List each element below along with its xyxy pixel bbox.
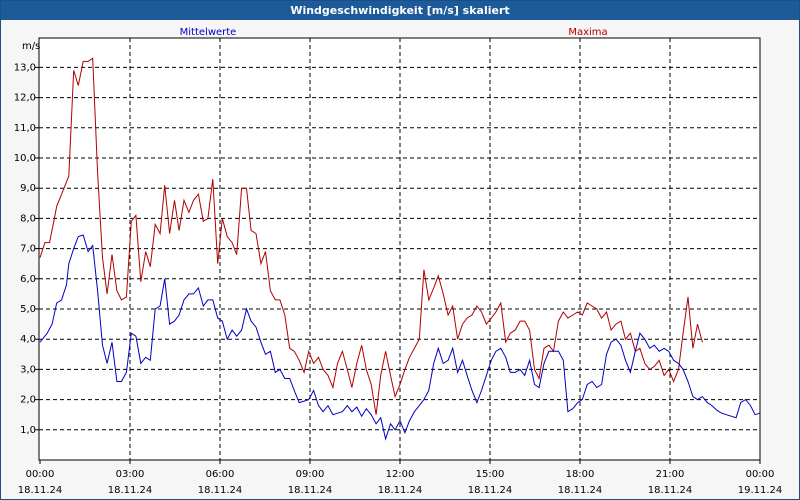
x-tick-date: 19.11.24 bbox=[738, 485, 783, 496]
y-axis: 1,0 2,0 3,0 4,0 5,0 6,0 7,0 8,0 9,0 10,0 11,0 12,0 1… bbox=[14, 62, 39, 436]
x-tick-time: 03:00 bbox=[116, 469, 145, 480]
series-line-mittelwerte bbox=[39, 234, 761, 441]
y-tick-label: 3,0 bbox=[20, 364, 36, 375]
y-tick-label: 2,0 bbox=[20, 395, 36, 406]
legend-maxima: Maxima bbox=[568, 27, 607, 38]
x-tick-date: 18.11.24 bbox=[288, 485, 333, 496]
x-tick-time: 21:00 bbox=[656, 469, 685, 480]
x-tick-date: 18.11.24 bbox=[468, 485, 513, 496]
y-tick-label: 1,0 bbox=[20, 425, 36, 436]
y-tick-label: 10,0 bbox=[14, 153, 36, 164]
x-tick-time: 06:00 bbox=[206, 469, 235, 480]
chart-title: Windgeschwindigkeit [m/s] skaliert bbox=[1, 1, 799, 20]
x-tick-date: 18.11.24 bbox=[378, 485, 423, 496]
y-tick-label: 8,0 bbox=[20, 213, 36, 224]
series-line-maxima bbox=[39, 57, 703, 415]
y-tick-label: 7,0 bbox=[20, 244, 36, 255]
x-tick-time: 00:00 bbox=[26, 469, 55, 480]
y-tick-label: 11,0 bbox=[14, 123, 36, 134]
y-axis-unit: m/s bbox=[22, 41, 40, 52]
x-tick-date: 18.11.24 bbox=[108, 485, 153, 496]
x-tick-time: 18:00 bbox=[566, 469, 595, 480]
x-tick-time: 15:00 bbox=[476, 469, 505, 480]
y-tick-label: 4,0 bbox=[20, 334, 36, 345]
x-tick-date: 18.11.24 bbox=[648, 485, 693, 496]
series-lines bbox=[39, 57, 761, 441]
y-tick-label: 5,0 bbox=[20, 304, 36, 315]
grid-lines bbox=[39, 38, 760, 460]
x-tick-time: 09:00 bbox=[296, 469, 325, 480]
y-tick-label: 13,0 bbox=[14, 62, 36, 73]
x-axis: 00:00 18.11.24 03:00 18.11.24 06:00 18.11.24 0… bbox=[18, 460, 783, 496]
y-tick-label: 6,0 bbox=[20, 274, 36, 285]
x-tick-date: 18.11.24 bbox=[198, 485, 243, 496]
x-tick-date: 18.11.24 bbox=[18, 485, 63, 496]
x-tick-date: 18.11.24 bbox=[558, 485, 603, 496]
x-tick-time: 12:00 bbox=[386, 469, 415, 480]
y-tick-label: 9,0 bbox=[20, 183, 36, 194]
legend-mittelwerte: Mittelwerte bbox=[180, 27, 237, 38]
x-tick-time: 00:00 bbox=[746, 469, 775, 480]
y-tick-label: 12,0 bbox=[14, 93, 36, 104]
